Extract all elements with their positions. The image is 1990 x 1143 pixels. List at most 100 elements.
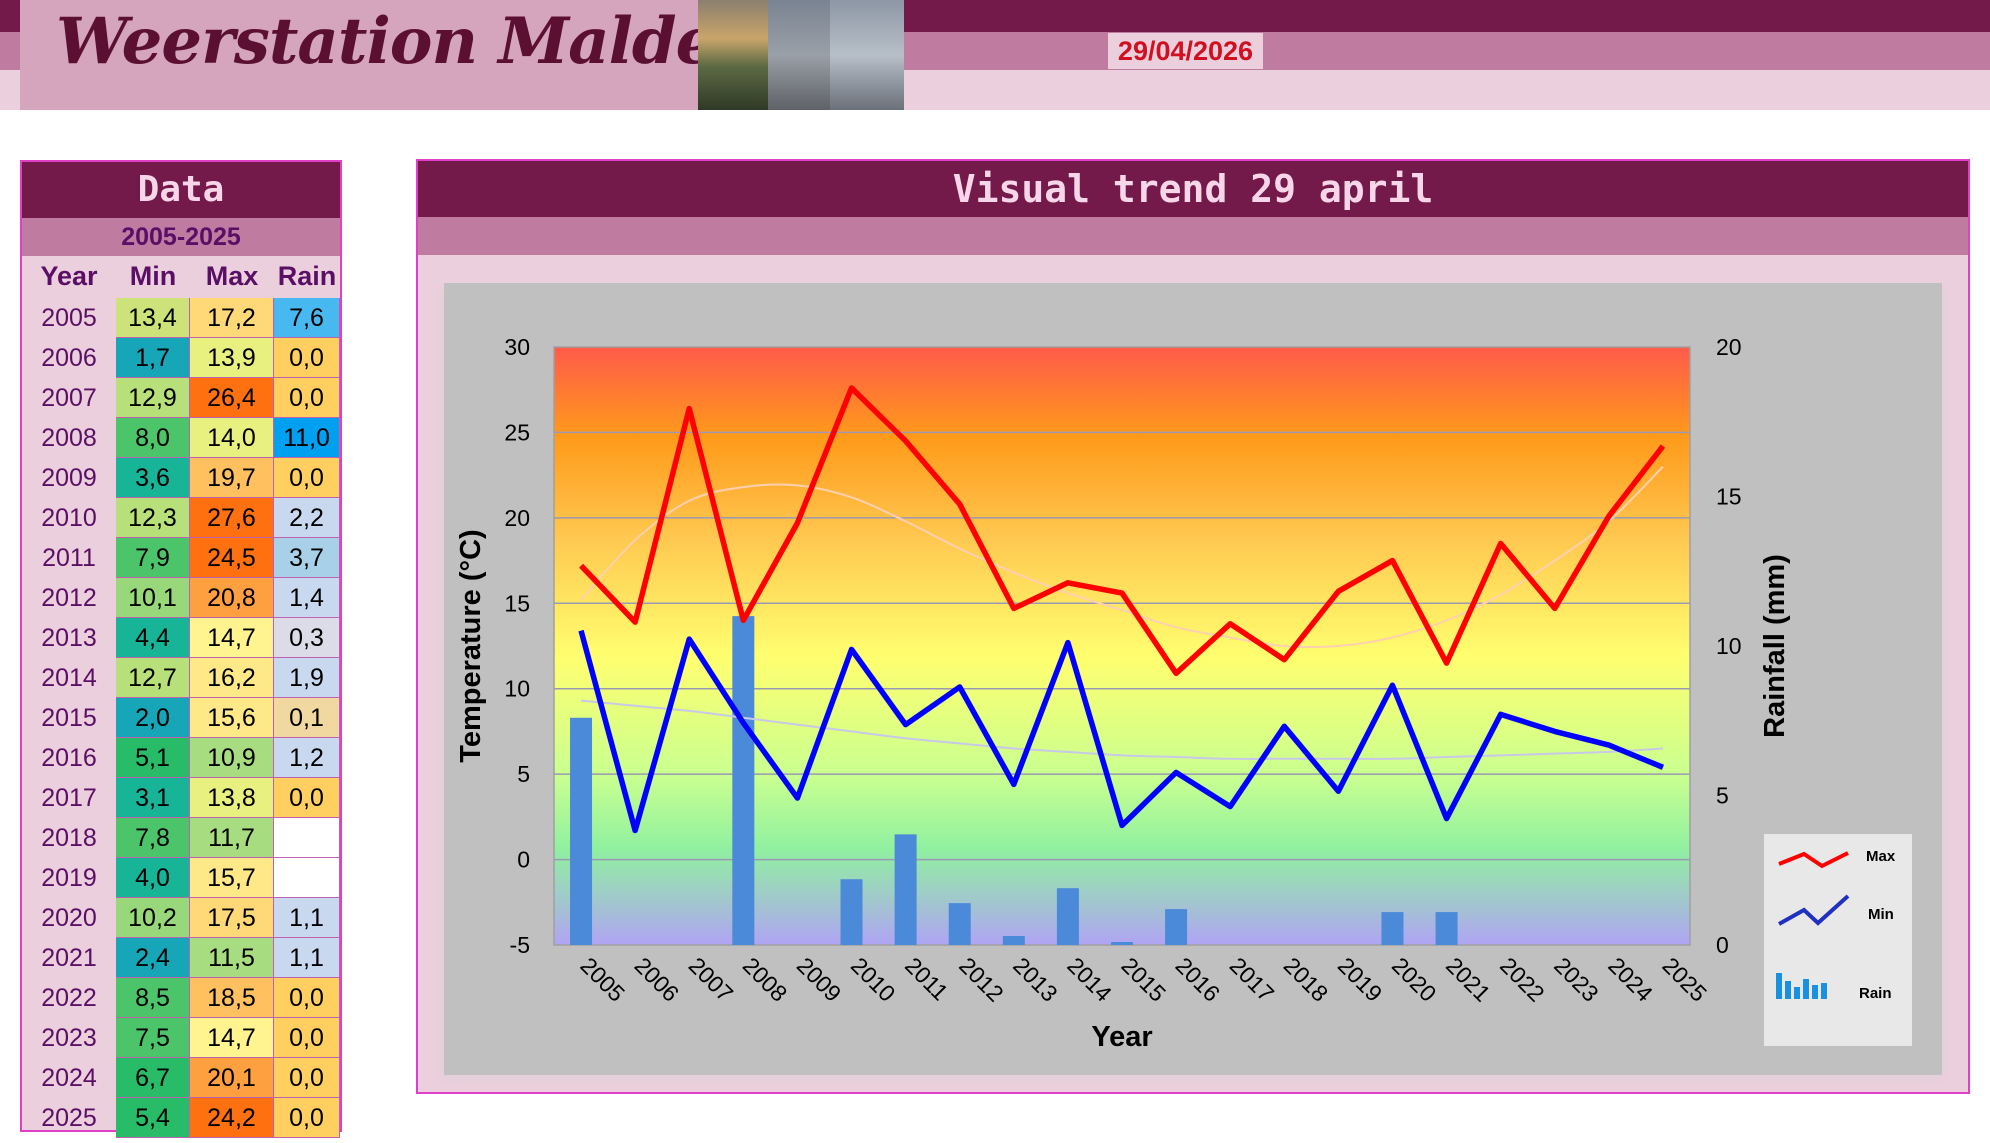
cell-year: 2011 [42,544,96,572]
table-row: 2012 10,1 20,8 1,4 [22,578,340,618]
cell-rain: 3,7 [274,538,340,578]
cell-min: 7,9 [116,538,190,578]
y2-axis-label: Rainfall (mm) [1759,554,1791,738]
cell-rain: 0,0 [274,338,340,378]
rain-bar [1381,912,1404,945]
legend-rain-icon [1776,973,1827,999]
table-row: 2018 7,8 11,7 [22,818,340,858]
cell-max: 24,5 [190,538,274,578]
cell-min: 4,4 [116,618,190,658]
cell-max: 14,7 [190,1018,274,1058]
cell-rain: 1,1 [274,898,340,938]
column-header-min: Min [129,261,177,291]
rain-bar [1111,942,1133,945]
cell-year: 2025 [41,1104,97,1132]
trendline-max [580,465,1664,649]
table-row: 2006 1,7 13,9 0,0 [22,338,340,378]
table-row: 2016 5,1 10,9 1,2 [22,738,340,778]
legend-max-label: Max [1866,848,1896,865]
cell-rain: 0,0 [274,978,340,1018]
cell-min: 10,1 [116,578,190,618]
cell-max: 24,2 [190,1098,274,1138]
cell-max: 15,6 [190,698,274,738]
cell-min: 7,5 [116,1018,190,1058]
cell-min: 5,1 [116,738,190,778]
cell-min: 8,0 [116,418,190,458]
cell-min: 4,0 [116,858,190,898]
cell-max: 14,0 [190,418,274,458]
cell-year: 2020 [41,904,97,932]
cell-year: 2009 [41,464,97,492]
legend-box [1764,834,1912,1046]
table-row: 2011 7,9 24,5 3,7 [22,538,340,578]
cell-year: 2022 [41,984,97,1012]
data-panel-title: Data [22,162,340,218]
cell-rain: 0,1 [274,698,340,738]
cell-year: 2018 [41,824,97,852]
cell-min: 13,4 [116,298,190,338]
cell-rain: 11,0 [274,418,340,458]
data-panel: Data 2005-2025 Year Min Max Rain 2005 13,… [20,160,342,1138]
cell-min: 6,7 [116,1058,190,1098]
cell-min: 8,5 [116,978,190,1018]
cell-max: 14,7 [190,618,274,658]
chart-panel-subheader [418,217,1968,255]
cell-year: 2005 [41,304,97,332]
legend-min-icon [1778,894,1850,926]
cell-year: 2007 [41,384,97,412]
site-title-box: Weerstation Malderen [20,0,834,110]
header-photo-sunset [698,0,768,110]
cell-rain: 0,0 [274,1018,340,1058]
cell-rain: 0,0 [274,1058,340,1098]
cell-max: 10,9 [190,738,274,778]
cell-year: 2016 [41,744,97,772]
rain-bar [1002,936,1025,945]
y-tick-label: 25 [504,419,530,445]
header-photo-screen [830,0,904,110]
cell-max: 11,7 [190,818,274,858]
cell-rain [274,858,340,898]
table-row: 2021 2,4 11,5 1,1 [22,938,340,978]
cell-year: 2021 [41,944,97,972]
cell-min: 2,0 [116,698,190,738]
cell-rain: 1,9 [274,658,340,698]
cell-min: 3,6 [116,458,190,498]
table-row: 2024 6,7 20,1 0,0 [22,1058,340,1098]
cell-max: 13,9 [190,338,274,378]
cell-min: 12,9 [116,378,190,418]
cell-year: 2017 [41,784,97,812]
cell-year: 2012 [41,584,97,612]
cell-max: 15,7 [190,858,274,898]
rain-bar [840,879,863,945]
y2-tick-label: 0 [1716,932,1729,958]
plot-area [553,346,1691,946]
cell-max: 17,2 [190,298,274,338]
cell-min: 12,7 [116,658,190,698]
chart-panel: Visual trend 29 april -5 0 5 10 15 20 25 30 0 5 1… [416,159,1970,1094]
x-axis-label: Year [1091,1021,1152,1053]
cell-year: 2010 [41,504,97,532]
header-photo-mast [768,0,830,110]
table-row: 2022 8,5 18,5 0,0 [22,978,340,1018]
chart-legend: Max Min Rain [1764,834,1912,1046]
cell-rain: 1,2 [274,738,340,778]
cell-year: 2013 [41,624,97,652]
trendline-min [580,699,1664,760]
cell-max: 27,6 [190,498,274,538]
y-axis-label: Temperature (°C) [455,529,487,762]
series-line-min [578,629,1664,834]
table-row: 2023 7,5 14,7 0,0 [22,1018,340,1058]
table-row: 2008 8,0 14,0 11,0 [22,418,340,458]
cell-year: 2019 [41,864,97,892]
y-tick-label: 5 [517,761,530,787]
y2-tick-label: 15 [1716,484,1742,510]
cell-max: 20,1 [190,1058,274,1098]
cell-rain: 0,0 [274,778,340,818]
cell-rain [274,818,340,858]
rain-bar [1056,888,1079,945]
y-tick-label: 20 [504,505,530,531]
cell-min: 10,2 [116,898,190,938]
table-row: 2009 3,6 19,7 0,0 [22,458,340,498]
table-row: 2014 12,7 16,2 1,9 [22,658,340,698]
cell-year: 2014 [41,664,97,692]
